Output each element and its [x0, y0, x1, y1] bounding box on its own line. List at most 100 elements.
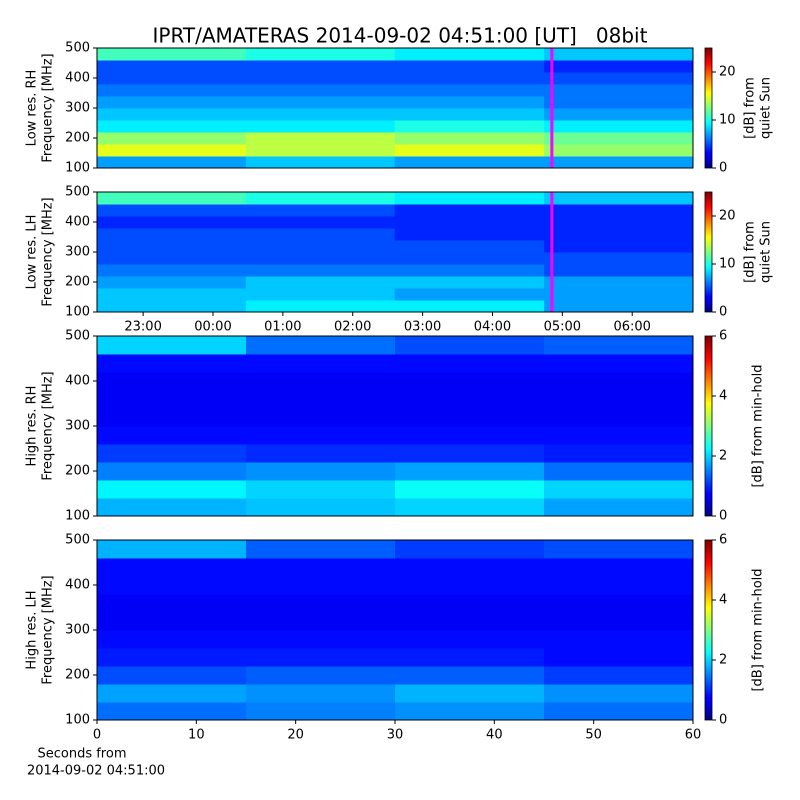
colorbar-label: [dB] from min-hold	[751, 364, 766, 487]
heat-cell	[245, 120, 396, 133]
heat-cell	[544, 576, 694, 595]
heat-cell	[544, 684, 694, 703]
y-tick-label: 500	[65, 533, 90, 548]
heat-cell	[395, 336, 545, 355]
heat-cell	[544, 60, 694, 73]
heat-cell	[544, 108, 694, 121]
heat-cell	[97, 300, 247, 313]
heat-cell	[246, 498, 396, 517]
heat-cell	[97, 576, 247, 595]
y-tick-label: 500	[65, 329, 90, 344]
heat-cell	[97, 276, 247, 289]
heat-cell	[544, 192, 694, 205]
colorbar-tick-label: 6	[719, 533, 727, 548]
x-tick-label: 30	[387, 728, 404, 743]
heat-cell	[395, 666, 545, 685]
colorbar-tick-label: 2	[719, 653, 727, 668]
heat-cell	[245, 84, 396, 97]
y-tick-label: 100	[65, 161, 90, 176]
heat-cell	[395, 354, 545, 373]
heat-cell	[97, 630, 247, 649]
heat-cell	[395, 390, 545, 409]
colorbar-label: [dB] from min-hold	[751, 568, 766, 691]
heat-cell	[395, 594, 545, 613]
x-axis-label: 2014-09-02 04:51:00	[27, 764, 165, 779]
heat-cell	[97, 354, 247, 373]
heat-cell	[394, 264, 545, 277]
colorbar	[704, 47, 713, 169]
heat-cell	[544, 300, 694, 313]
heat-cell	[395, 612, 545, 631]
x-tick-label: 01:00	[264, 320, 301, 335]
heat-cell	[544, 612, 694, 631]
heat-cell	[245, 132, 396, 145]
heat-cell	[394, 84, 545, 97]
heat-cell	[394, 300, 545, 313]
heat-cell	[97, 108, 247, 121]
colorbar-tick-label: 10	[719, 257, 736, 272]
y-tick-label: 200	[65, 275, 90, 290]
heat-cell	[245, 48, 396, 61]
heat-cell	[97, 444, 247, 463]
heat-cell	[544, 84, 694, 97]
heat-cell	[245, 156, 396, 169]
heat-cell	[544, 240, 694, 253]
x-tick-label: 04:00	[474, 320, 511, 335]
heat-cell	[97, 540, 247, 559]
heat-cell	[544, 390, 694, 409]
heat-cell	[544, 648, 694, 667]
heat-cell	[394, 96, 545, 109]
heat-cell	[394, 72, 545, 85]
heat-cell	[395, 480, 545, 499]
colorbar-label: [dB] from	[743, 77, 758, 139]
heat-cell	[544, 558, 694, 577]
heat-cell	[97, 684, 247, 703]
y-tick-label: 100	[65, 305, 90, 320]
heat-cell	[246, 372, 396, 391]
heat-cell	[246, 594, 396, 613]
heat-cell	[395, 408, 545, 427]
y-axis-label: Frequency [MHz]	[41, 371, 56, 480]
colorbar-tick-label: 4	[719, 593, 727, 608]
heat-cell	[97, 84, 247, 97]
x-tick-label: 06:00	[613, 320, 650, 335]
y-tick-label: 300	[65, 623, 90, 638]
heat-cell	[544, 630, 694, 649]
heat-cell	[246, 426, 396, 445]
heat-cell	[246, 462, 396, 481]
heat-cell	[544, 666, 694, 685]
heat-cell	[544, 156, 694, 169]
heat-cell	[97, 192, 247, 205]
y-tick-label: 300	[65, 419, 90, 434]
colorbar-tick-label: 0	[719, 713, 727, 728]
heat-cell	[97, 498, 247, 517]
heat-cell	[97, 372, 247, 391]
heat-cell	[544, 426, 694, 445]
heat-cell	[544, 540, 694, 559]
colorbar-tick-label: 2	[719, 449, 727, 464]
heat-cell	[97, 408, 247, 427]
heat-cell	[97, 390, 247, 409]
heat-cell	[245, 96, 396, 109]
heat-cell	[97, 288, 247, 301]
heat-cell	[544, 444, 694, 463]
heat-cell	[245, 228, 396, 241]
y-axis-label: High res. LH	[25, 590, 40, 669]
heat-cell	[246, 444, 396, 463]
heat-cell	[246, 648, 396, 667]
heat-cell	[97, 426, 247, 445]
heat-cell	[246, 408, 396, 427]
heat-cell	[246, 540, 396, 559]
heat-cell	[245, 204, 396, 217]
heat-cell	[245, 72, 396, 85]
heat-cell	[97, 252, 247, 265]
heat-cell	[394, 60, 545, 73]
y-tick-label: 200	[65, 131, 90, 146]
colorbar-label: quiet Sun	[759, 221, 774, 283]
y-tick-label: 100	[65, 509, 90, 524]
colorbar-tick-label: 0	[719, 305, 727, 320]
heat-cell	[395, 498, 545, 517]
heat-cell	[97, 480, 247, 499]
x-tick-label: 00:00	[194, 320, 231, 335]
